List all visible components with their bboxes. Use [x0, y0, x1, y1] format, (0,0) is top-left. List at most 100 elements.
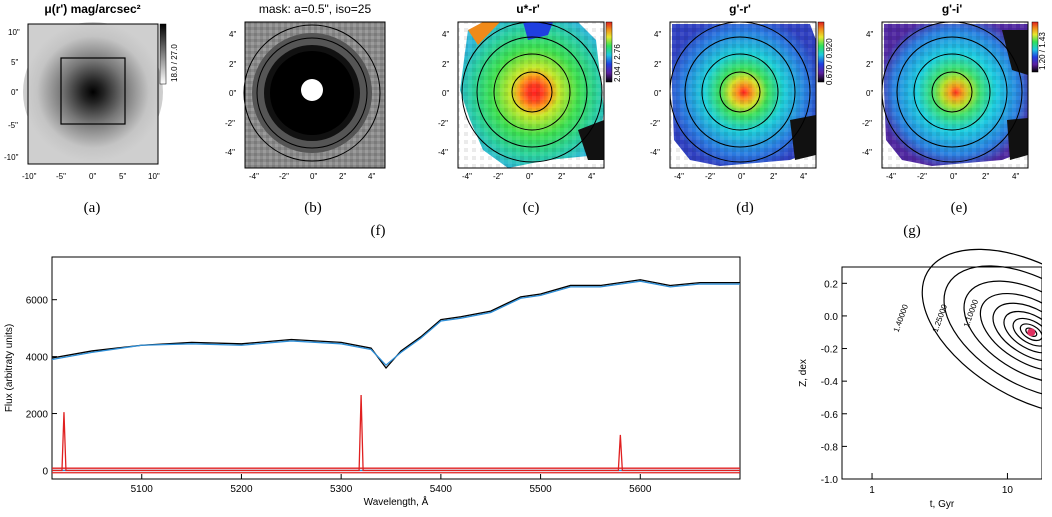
- xtick: 4": [800, 172, 808, 181]
- ytick: 4": [654, 30, 662, 39]
- y-tick-label: 0: [42, 466, 48, 477]
- xtick: -2": [493, 172, 503, 181]
- xtick: -5": [56, 172, 66, 181]
- ytick: 0": [442, 89, 450, 98]
- xtick: -4": [886, 172, 896, 181]
- xtick: -2": [917, 172, 927, 181]
- ytick: -2": [650, 119, 660, 128]
- spectrum-series-0: [51, 279, 740, 370]
- ytick: 10": [8, 28, 20, 37]
- xtick: -4": [462, 172, 472, 181]
- ytick: -4": [650, 148, 660, 157]
- ytick: -2": [438, 119, 448, 128]
- x-axis-label: Wavelength, Å: [364, 495, 429, 508]
- xtick: 10": [148, 172, 160, 181]
- y-tick-label: 6000: [26, 296, 49, 307]
- panel-e-label: (e): [950, 200, 968, 216]
- panel-e-title: g'-i': [941, 2, 963, 16]
- y-tick-label: -1.0: [821, 475, 839, 486]
- contour-label: 1.25000: [931, 303, 950, 334]
- panel-a-title: μ(r') mag/arcsec²: [44, 2, 141, 16]
- age-metallicity-chart: 1 10 0.2 0.0 -0.2 -0.4 -0.6 -0.8 -1.0 1.40000 1.25…: [798, 247, 1052, 517]
- ytick: 2": [442, 60, 450, 69]
- xtick: 0": [526, 172, 534, 181]
- contour-level-1: [1019, 323, 1043, 342]
- panel-d: g'-r' 0.670 / 0.920 4" 2" 0" -2" -4" -4"…: [640, 0, 840, 230]
- color-map-u-r: [457, 21, 613, 169]
- panel-f-label: (f): [370, 223, 386, 239]
- spectrum-series-1: [51, 280, 740, 367]
- ytick: 0": [654, 89, 662, 98]
- xtick: 4": [1012, 172, 1020, 181]
- ytick: -4": [438, 148, 448, 157]
- xtick: -4": [249, 172, 259, 181]
- plot-frame: [841, 266, 1043, 480]
- ytick: -4": [225, 148, 235, 157]
- x-axis-label: t, Gyr: [930, 499, 955, 510]
- contour-label: 1.40000: [892, 303, 911, 334]
- ytick: -10": [4, 153, 19, 162]
- y-tick-label: -0.6: [821, 410, 839, 421]
- ytick: 0": [11, 88, 19, 97]
- contour-clip: [1042, 247, 1052, 517]
- spectrum-chart: 5100 5200 5300 5400 5500 5600 0 2000 4000 6000 Wav…: [4, 256, 741, 508]
- xtick: 0": [89, 172, 97, 181]
- panel-a: μ(r') mag/arcsec² 18.0 / 27.0 10" 5" 0" …: [0, 0, 180, 230]
- panel-b: mask: a=0.5", iso=25 4" 2" 0" -2" -4" -4…: [215, 0, 395, 230]
- contour-level-5: [979, 292, 1052, 372]
- xtick: 2": [770, 172, 778, 181]
- xtick: 2": [339, 172, 347, 181]
- minimum-marker: [1027, 328, 1036, 337]
- ytick: -4": [862, 148, 872, 157]
- ytick: 4": [229, 30, 237, 39]
- panel-a-cbar-label: 18.0 / 27.0: [170, 44, 179, 82]
- panel-d-label: (d): [736, 200, 754, 216]
- contour-level-8: [921, 248, 1052, 416]
- xtick: -10": [22, 172, 37, 181]
- panel-c-title: u*-r': [516, 2, 540, 16]
- x-tick-label: 10: [1002, 485, 1014, 496]
- x-tick-label: 5400: [430, 484, 453, 495]
- contour-level-3: [1003, 310, 1052, 354]
- ytick: 0": [866, 89, 874, 98]
- panel-b-label: (b): [304, 200, 322, 216]
- ytick: 4": [442, 30, 450, 39]
- panel-e: g'-i' 1.20 / 1.43 4" 2" 0" -2" -4" -4" -…: [852, 0, 1052, 230]
- y-tick-label: 4000: [26, 353, 49, 364]
- ytick: -2": [862, 119, 872, 128]
- ytick: 4": [866, 30, 874, 39]
- ytick: 2": [229, 60, 237, 69]
- spectrum-series-3: [52, 395, 740, 472]
- xtick: 2": [558, 172, 566, 181]
- contour-level-7: [943, 265, 1052, 400]
- ytick: -5": [8, 121, 18, 130]
- ytick: 2": [866, 60, 874, 69]
- y-axis-label: Flux (arbitraty units): [4, 324, 15, 412]
- xtick: -2": [279, 172, 289, 181]
- plot-frame: [51, 256, 741, 480]
- xtick: 0": [310, 172, 318, 181]
- y-tick-label: 0.2: [824, 279, 838, 290]
- panel-b-title: mask: a=0.5", iso=25: [258, 2, 372, 16]
- panel-g-label: (g): [903, 223, 921, 239]
- x-tick-label: 5500: [529, 484, 552, 495]
- panel-c-label: (c): [522, 200, 540, 216]
- xtick: 0": [950, 172, 958, 181]
- y-axis-label: Z, dex: [798, 359, 809, 387]
- xtick: 2": [982, 172, 990, 181]
- x-tick-label: 5600: [629, 484, 652, 495]
- xtick: 4": [588, 172, 596, 181]
- panel-c: u*-r' 2.04 / 2.76 4" 2" 0" -2" -4" -4" -…: [428, 0, 628, 230]
- ytick: 5": [11, 58, 19, 67]
- ytick: 0": [229, 89, 237, 98]
- y-tick-label: 2000: [26, 410, 49, 421]
- color-map-g-r: [669, 21, 825, 169]
- panel-e-cbar-label: 1.20 / 1.43: [1038, 32, 1047, 70]
- surface-brightness-map: [23, 22, 167, 165]
- ytick: 2": [654, 60, 662, 69]
- ytick: -2": [225, 119, 235, 128]
- panel-d-cbar-label: 0.670 / 0.920: [825, 38, 834, 85]
- panel-a-label: (a): [83, 200, 101, 216]
- panel-c-cbar-label: 2.04 / 2.76: [613, 44, 622, 82]
- mask-map: [243, 21, 386, 169]
